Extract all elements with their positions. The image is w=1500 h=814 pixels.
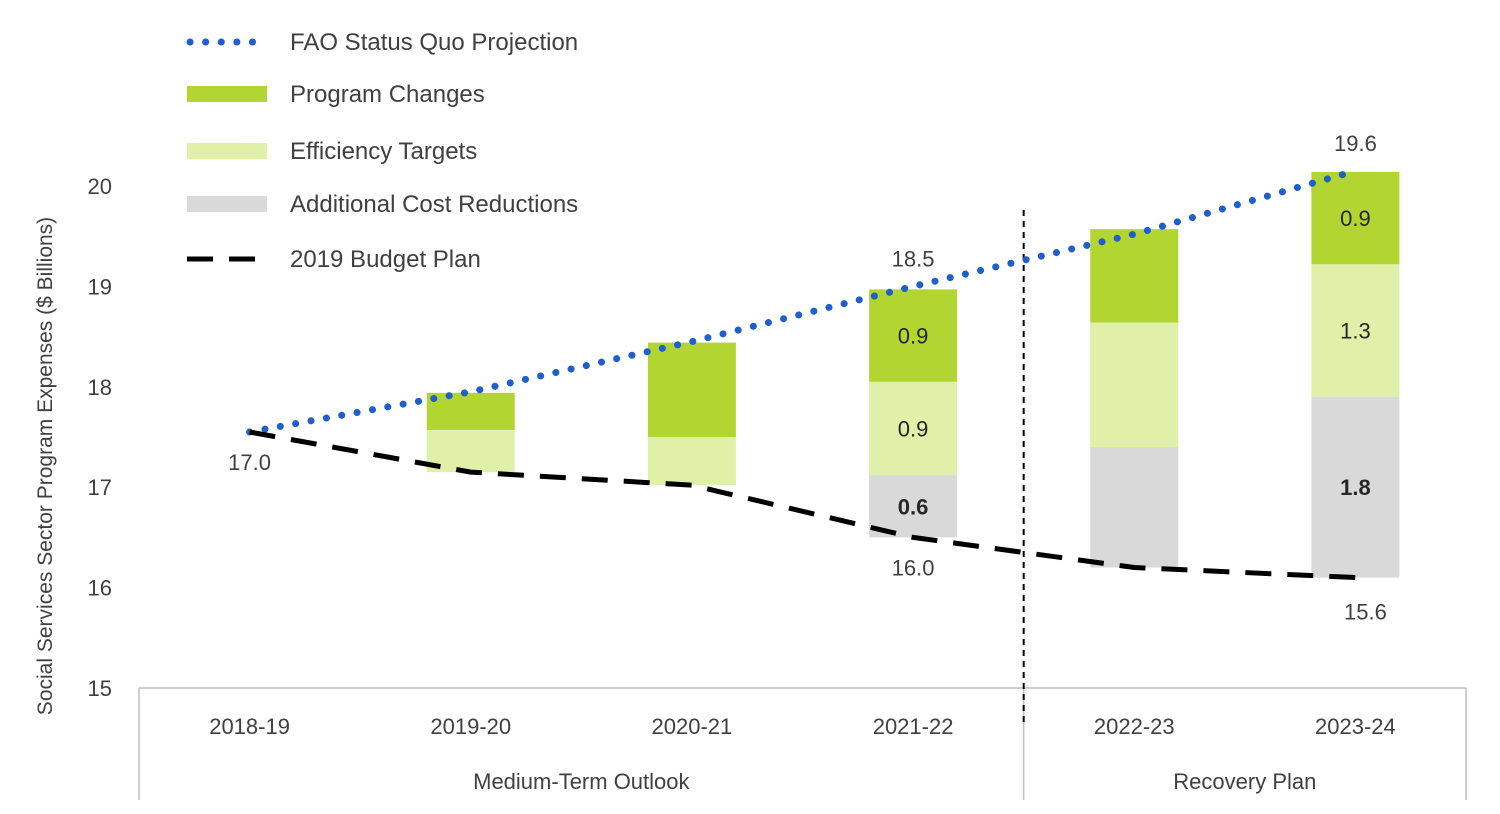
line-value-label: 19.6 [1334, 131, 1377, 156]
x-tick-label: 2019-20 [430, 714, 511, 739]
segment-value-label: 1.8 [1340, 475, 1371, 500]
y-axis-title: Social Services Sector Program Expenses … [34, 217, 57, 715]
x-tick-label: 2018-19 [209, 714, 290, 739]
segment-value-label: 1.3 [1340, 319, 1371, 344]
bar-segment-efficiency-targets [869, 381, 958, 476]
bar-segment-program-changes [869, 289, 958, 382]
bar-segment-program-changes [647, 342, 736, 437]
line-value-label: 16.0 [892, 555, 935, 580]
group-label: Medium-Term Outlook [473, 769, 690, 794]
y-tick-label: 16 [88, 576, 112, 601]
legend-swatch-additional-cost-reductions [187, 196, 267, 212]
bar-segment-efficiency-targets [1311, 264, 1400, 397]
legend-label: FAO Status Quo Projection [290, 29, 578, 56]
legend-swatch-program-changes [187, 86, 267, 102]
segment-value-label: 0.9 [898, 324, 929, 349]
y-tick-label: 18 [88, 375, 112, 400]
line-value-label: 17.0 [228, 450, 271, 475]
x-tick-label: 2022-23 [1094, 714, 1175, 739]
y-tick-label: 15 [88, 676, 112, 701]
segment-value-label: 0.6 [898, 494, 929, 519]
x-tick-label: 2023-24 [1315, 714, 1396, 739]
bar-segment-additional-cost-reductions [869, 475, 958, 538]
bar-segment-additional-cost-reductions [1090, 447, 1179, 568]
x-tick-label: 2020-21 [652, 714, 733, 739]
bar-segment-efficiency-targets [647, 437, 736, 486]
legend-swatch-efficiency-targets [187, 143, 267, 159]
bar-segment-efficiency-targets [1090, 322, 1179, 448]
legend-label: Program Changes [290, 81, 485, 108]
bar-segment-efficiency-targets [426, 429, 515, 473]
budget-plan-line [249, 429, 1356, 581]
legend-label: Efficiency Targets [290, 138, 477, 165]
bar-segment-additional-cost-reductions [1311, 396, 1400, 578]
segment-value-label: 0.9 [898, 416, 929, 441]
line-value-label: 18.5 [892, 246, 935, 271]
line-value-label: 15.6 [1344, 600, 1387, 625]
status-quo-projection-line [246, 167, 1359, 436]
segment-value-label: 0.9 [1340, 206, 1371, 231]
group-label: Recovery Plan [1173, 769, 1316, 794]
y-tick-label: 20 [88, 174, 112, 199]
legend-label: Additional Cost Reductions [290, 191, 578, 218]
bar-segment-program-changes [1090, 229, 1179, 323]
bar-segment-program-changes [426, 392, 515, 430]
bar-segment-program-changes [1311, 171, 1400, 265]
y-tick-label: 17 [88, 475, 112, 500]
legend-label: 2019 Budget Plan [290, 246, 481, 273]
x-tick-label: 2021-22 [873, 714, 954, 739]
y-tick-label: 19 [88, 274, 112, 299]
